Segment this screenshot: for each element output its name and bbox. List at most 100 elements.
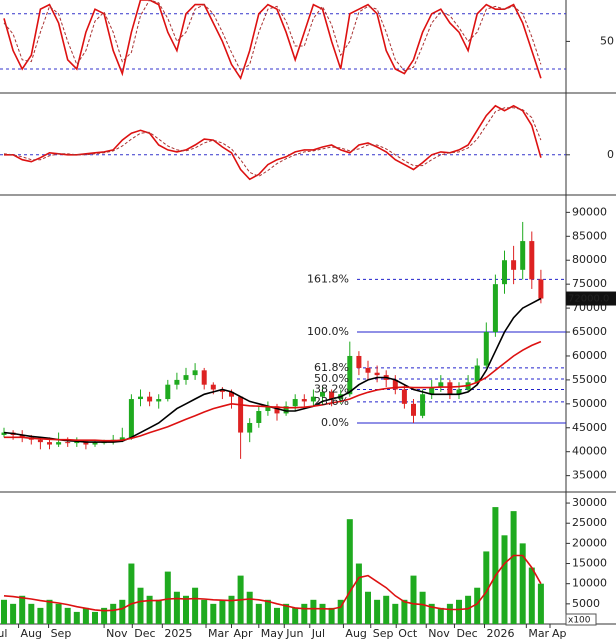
x-tick-label: Jul	[0, 627, 7, 640]
line-series	[3, 554, 542, 612]
y-tick-label: 0	[607, 148, 614, 161]
volume-bar	[401, 599, 408, 624]
volume-bar	[255, 603, 262, 624]
volume-bar	[374, 599, 381, 624]
volume-bar	[492, 507, 499, 624]
candle-body	[238, 396, 244, 433]
candle-body	[1, 432, 7, 435]
candle-body	[201, 370, 207, 385]
candle-body	[356, 355, 362, 368]
volume-bar	[55, 603, 62, 624]
x-tick-label: Dec	[456, 627, 477, 640]
line-series	[3, 0, 542, 72]
volume-bar	[46, 599, 53, 624]
volume-bar	[319, 603, 326, 624]
volume-bar	[310, 599, 317, 624]
candle-body	[374, 372, 380, 376]
candle-body	[156, 399, 162, 402]
x-tick-label: Dec	[134, 627, 155, 640]
x-tick-label: Jul	[311, 627, 325, 640]
volume-bar	[392, 603, 399, 624]
volume-bar	[82, 607, 89, 624]
volume-bar	[28, 603, 35, 624]
volume-bar	[383, 595, 390, 624]
price-tag-label: 72000.0	[568, 294, 609, 305]
candle-body	[229, 391, 234, 397]
candle-body	[210, 384, 216, 390]
volume-bar	[301, 603, 308, 624]
fib-label: 0.0%	[321, 416, 349, 429]
candle-body	[92, 442, 98, 445]
candle-body	[529, 241, 535, 280]
volume-bar	[37, 607, 44, 624]
candle-body	[265, 406, 271, 412]
volume-bar	[64, 607, 71, 624]
y-tick-label: 55000	[572, 373, 607, 386]
candle-body	[474, 365, 480, 383]
volume-bar	[456, 599, 462, 624]
candle-body	[420, 394, 426, 416]
candle-body	[301, 399, 307, 402]
candle-body	[128, 399, 134, 438]
candle-body	[119, 437, 125, 440]
x-tick-label: Aug	[345, 627, 366, 640]
line-series	[4, 340, 542, 442]
volume-bar	[1, 599, 7, 624]
y-tick-label: 5000	[572, 597, 600, 610]
candle-body	[365, 367, 371, 373]
plot-area: JulAugSepNovDec2025MarAprMayJunJulAugSep…	[0, 0, 566, 640]
y-tick-label: 50	[600, 34, 614, 47]
volume-bar	[92, 611, 98, 624]
line-series	[3, 107, 542, 177]
volume-bar	[201, 599, 208, 624]
x-tick-label: Oct	[398, 627, 418, 640]
y-tick-label: 75000	[572, 277, 607, 290]
volume-bar	[264, 599, 271, 624]
volume-bar	[474, 587, 481, 624]
candle-body	[219, 389, 225, 392]
candle-body	[56, 442, 62, 445]
volume-bar	[164, 571, 171, 624]
volume-bar	[73, 611, 80, 624]
candle-body	[147, 396, 153, 402]
volume-bar	[110, 603, 117, 624]
x-tick-label: Mar	[208, 627, 229, 640]
x-tick-label: Nov	[106, 627, 128, 640]
volume-bar	[355, 563, 362, 624]
candle-body	[329, 391, 335, 400]
volume-bar	[337, 599, 344, 624]
x-tick-label: Aug	[21, 627, 42, 640]
candle-body	[401, 389, 407, 404]
volume-bar	[465, 595, 472, 624]
volume-bar	[19, 595, 26, 624]
volume-bar	[155, 599, 162, 624]
candle-body	[165, 384, 171, 400]
volume-bar	[228, 595, 235, 624]
volume-bar	[146, 595, 153, 624]
fib-label: 38.2%	[314, 382, 349, 395]
candle-body	[74, 441, 80, 444]
volume-bar	[419, 591, 426, 624]
x-tick-label: Sep	[373, 627, 394, 640]
y-tick-label: 40000	[572, 445, 607, 458]
candle-body	[138, 396, 143, 400]
volume-bar	[219, 599, 226, 624]
candle-body	[483, 332, 489, 366]
volume-bar	[328, 607, 335, 624]
y-tick-label: 90000	[572, 205, 607, 218]
candle-body	[19, 434, 25, 438]
volume-bar	[173, 591, 180, 624]
candle-body	[502, 260, 507, 285]
volume-bar	[246, 591, 253, 624]
volume-bar	[365, 591, 371, 624]
y-tick-label: 50000	[572, 397, 607, 410]
y-tick-label: 30000	[572, 496, 607, 509]
price-tag-box	[566, 291, 616, 306]
x-tick-label: Sep	[51, 627, 72, 640]
candle-body	[538, 279, 544, 299]
volume-bar	[428, 603, 435, 624]
y-tick-label: 65000	[572, 325, 607, 338]
volume-bar	[346, 519, 353, 624]
y-tick-label: 45000	[572, 421, 607, 434]
candle-body	[192, 370, 198, 376]
